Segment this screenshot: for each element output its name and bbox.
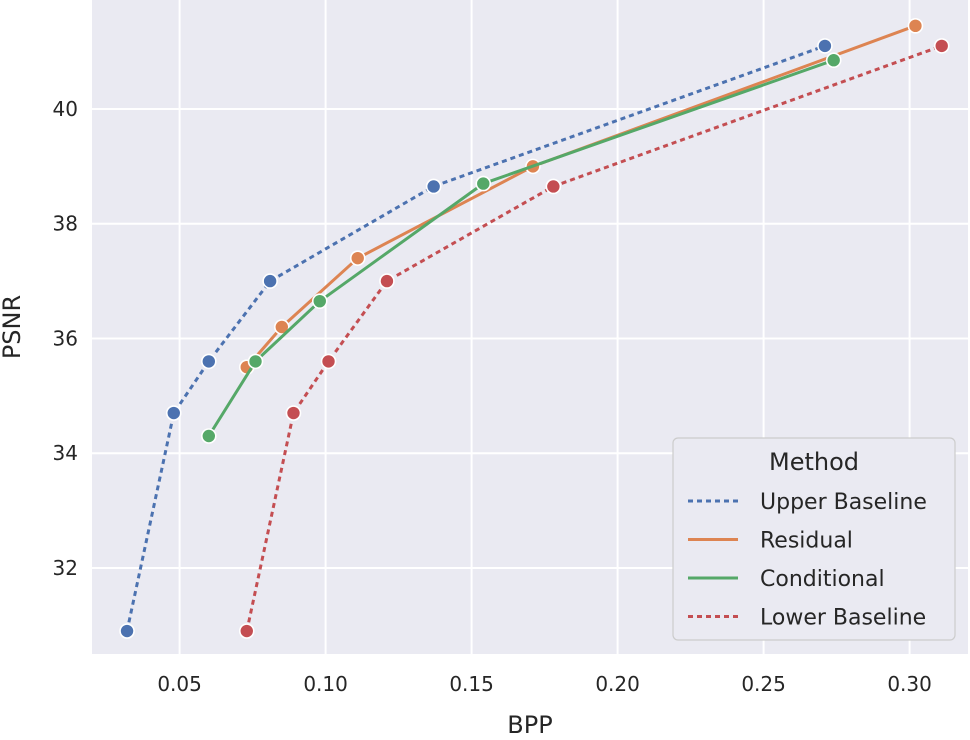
data-point-upper-baseline [262,273,278,289]
series-upper-baseline [119,38,833,639]
y-tick-label: 40 [53,97,78,121]
legend-label-conditional: Conditional [760,567,885,592]
data-point-conditional [475,175,492,192]
x-tick-label: 0.05 [157,672,202,696]
x-tick-label: 0.15 [449,672,494,696]
legend-label-lower-baseline: Lower Baseline [760,606,926,631]
series-line-upper-baseline [125,44,826,632]
grid [92,0,968,654]
series-conditional [201,52,842,444]
data-point-upper-baseline [425,178,442,195]
legend-label-residual: Residual [760,529,853,554]
x-tick-label: 0.20 [595,672,640,696]
data-point-residual [907,18,924,34]
legend-title: Method [769,448,859,476]
x-tick-labels: 0.05 0.10 0.15 0.20 0.25 0.30 [157,672,932,696]
legend-box [672,437,956,641]
data-point-conditional [311,293,328,309]
data-point-lower-baseline [238,623,255,639]
y-axis-title: PSNR [0,295,26,359]
y-tick-labels: 32 34 36 38 40 [53,97,78,580]
x-tick-label: 0.25 [741,672,786,696]
data-point-lower-baseline [379,273,395,289]
y-tick-label: 34 [53,441,78,465]
x-tick-label: 0.30 [887,672,932,696]
data-point-residual [349,250,366,266]
legend-label-upper-baseline: Upper Baseline [760,490,927,515]
legend: Method Upper Baseline Residual Conditional… [672,437,956,641]
series-residual [238,18,924,375]
data-point-upper-baseline [119,623,135,639]
y-tick-label: 38 [53,212,78,236]
series-layer [119,18,950,639]
data-point-lower-baseline [285,405,302,421]
data-point-lower-baseline [933,38,950,54]
data-point-lower-baseline [545,178,562,195]
y-tick-label: 32 [53,556,78,580]
data-point-residual [273,319,290,335]
series-lower-baseline [238,38,950,639]
data-point-lower-baseline [320,353,337,370]
x-tick-label: 0.10 [303,672,348,696]
x-axis-title: BPP [507,711,552,739]
data-point-conditional [825,52,842,69]
legend-entries: Upper Baseline Residual Conditional Lower B… [688,490,927,631]
data-point-conditional [201,428,217,444]
series-line-lower-baseline [245,44,943,632]
data-point-upper-baseline [165,405,182,421]
y-tick-label: 36 [53,326,78,350]
data-point-conditional [247,353,264,370]
data-point-upper-baseline [817,38,833,54]
data-point-upper-baseline [201,353,217,370]
